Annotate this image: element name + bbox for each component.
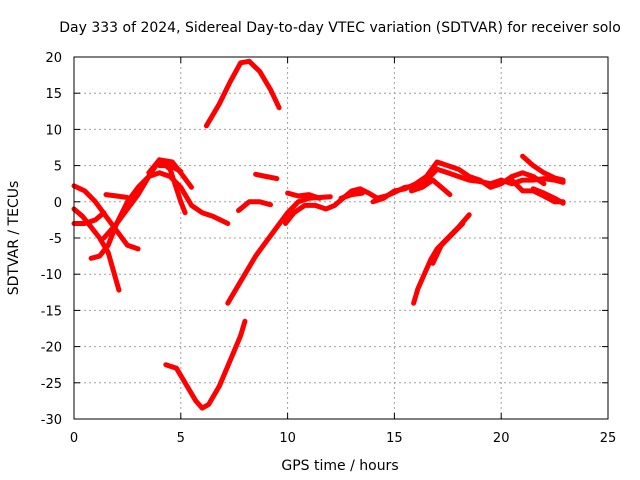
series-line-sat09 [203, 58, 282, 129]
x-tick-label: 25 [600, 431, 617, 446]
y-tick-label: 0 [54, 196, 62, 211]
x-tick-label: 20 [493, 431, 510, 446]
y-tick-label: 20 [45, 51, 62, 66]
series-line-sat18 [409, 177, 453, 198]
y-tick-label: 5 [54, 160, 62, 175]
series-line-sat11 [225, 194, 333, 306]
series-line-sat17 [370, 159, 547, 205]
x-tick-label: 15 [386, 431, 403, 446]
x-tick-label: 5 [177, 431, 185, 446]
y-axis-label: SDTVAR / TECUs [6, 181, 22, 296]
series-line-sat07 [146, 157, 188, 216]
series-line-sat20 [430, 221, 466, 266]
x-tick-label: 0 [70, 431, 78, 446]
series-line-sat23 [530, 186, 566, 206]
series-line-sat15 [285, 190, 323, 201]
y-tick-label: -30 [41, 413, 62, 428]
x-axis-label: GPS time / hours [281, 458, 398, 474]
x-tick-label: 10 [279, 431, 296, 446]
y-tick-label: -10 [41, 268, 62, 283]
series-line-sat03 [71, 210, 107, 226]
y-tick-label: -15 [41, 304, 62, 319]
series-line-sat10 [163, 318, 248, 411]
series-line-sat06 [103, 192, 130, 200]
y-tick-label: -25 [41, 377, 62, 392]
y-tick-label: 15 [45, 87, 62, 102]
y-tick-label: 10 [45, 123, 62, 138]
chart-title: Day 333 of 2024, Sidereal Day-to-day VTE… [59, 20, 621, 36]
series-line-sat04 [88, 170, 231, 261]
series-line-sat22 [520, 153, 566, 183]
grid-layer [74, 57, 608, 419]
tick-layer: 0 5 10 15 20 25 -30 -25 -20 -15 -10 -5 0 5 10 15 20 [41, 51, 617, 446]
series-line-sat13 [253, 171, 280, 182]
series-line-sat12 [236, 199, 273, 213]
series-line-sat01 [71, 183, 141, 252]
y-tick-label: -5 [49, 232, 62, 247]
series-line-sat08 [156, 163, 184, 174]
series-line-sat16 [338, 190, 365, 201]
series-line-sat02 [71, 206, 122, 293]
series-layer [71, 58, 566, 411]
y-tick-label: -20 [41, 341, 62, 356]
